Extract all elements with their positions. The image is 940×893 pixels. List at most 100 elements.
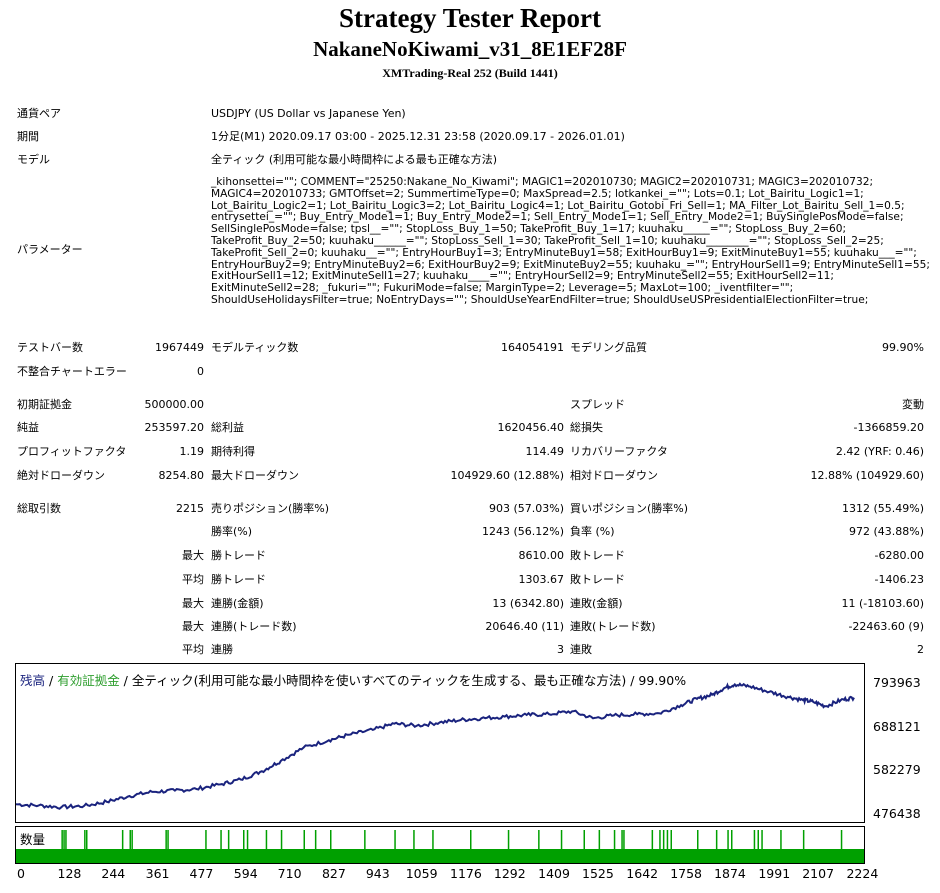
x-tick-label: 1874 [714,866,746,881]
abs-drawdown-label: 絶対ドローダウン [17,469,105,482]
x-tick-label: 594 [233,866,258,881]
recovery-factor-value: 2.42 (YRF: 0.46) [835,445,924,458]
gross-profit-value: 1620456.40 [497,421,564,434]
volume-spike [86,830,88,849]
total-trades-value: 2215 [176,502,204,515]
period-label: 期間 [17,130,39,143]
volume-spike [840,830,843,849]
ticks-label: モデルティック数 [211,341,299,354]
volume-chart [16,830,864,863]
y-tick-label: 793963 [873,674,921,690]
quality-label: モデリング品質 [570,341,647,354]
x-tick-label: 1758 [670,866,702,881]
mismatch-value: 0 [197,365,204,378]
x-tick-label: 2224 [846,866,879,881]
x-tick-label: 477 [189,866,214,881]
volume-spike [61,830,63,849]
y-tick-label: 582279 [873,762,921,778]
x-tick-label: 1991 [758,866,791,881]
max-word-2: 最大 [182,620,204,633]
volume-spike [432,830,434,849]
loss-trades-value: 972 (43.88%) [848,525,924,538]
short-positions-value: 903 (57.03%) [488,502,564,515]
volume-spike [84,830,86,849]
profit-factor-label: プロフィットファクタ [17,445,127,458]
volume-spike [621,830,623,849]
volume-base-bar [16,849,864,863]
x-tick-label: 0 [17,866,25,881]
abs-drawdown-value: 8254.80 [158,469,205,482]
x-tick-label: 710 [277,866,302,881]
loss-trades-label: 負率 (%) [570,525,615,538]
max-consec-losses-count-value: -22463.60 (9) [848,620,924,633]
legend-sep-1: / [45,673,58,688]
max-consec-losses-amount-value: 11 (-18103.60) [841,597,924,610]
volume-spike [670,830,672,849]
max-consec-wins-amount-value: 13 (6342.80) [492,597,564,610]
max-drawdown-label: 最大ドローダウン [211,469,299,482]
largest-word: 最大 [182,549,204,562]
x-tick-label: 1059 [405,866,438,881]
max-consec-wins-amount-label: 連勝(金額) [211,597,264,610]
legend-sep-2: / [119,673,132,688]
y-tick-label: 476438 [873,806,921,821]
profit-factor-value: 1.19 [179,445,205,458]
legend-model-quality: 全ティック(利用可能な最小時間枠を使いすべてのティックを生成する、最も正確な方法… [131,673,687,688]
y-tick-label: 688121 [873,718,921,734]
quality-value: 99.90% [882,341,924,354]
net-profit-label: 純益 [17,421,39,434]
volume-spike [413,830,415,849]
balance-chart [16,682,855,810]
bars-label: テストバー数 [17,341,83,354]
x-tick-label: 244 [101,866,126,881]
volume-spike [757,830,759,849]
volume-spike [753,830,756,849]
volume-spike [727,830,729,849]
report-title: Strategy Tester Report [339,3,601,33]
profit-trades-value: 1243 (56.12%) [481,525,564,538]
period-value: 1分足(M1) 2020.09.17 03:00 - 2025.12.31 23… [211,130,625,143]
profit-trades-label: 勝率(%) [211,525,253,538]
deposit-label: 初期証拠金 [17,398,72,411]
volume-label: 数量 [20,832,46,847]
volume-spike [662,830,665,849]
volume-spike [802,830,805,849]
volume-spike [220,830,222,849]
max-consec-wins-count-label: 連勝(トレード数) [211,620,297,633]
net-profit-value: 253597.20 [144,421,205,434]
volume-spike [129,830,131,849]
model-label: モデル [17,153,50,166]
long-positions-value: 1312 (55.49%) [841,502,924,515]
max-consec-losses-amount-label: 連敗(金額) [570,597,623,610]
volume-spike [243,830,245,849]
spread-value: 変動 [902,398,924,411]
volume-spike [314,830,317,849]
symbol-value: USDJPY (US Dollar vs Japanese Yen) [211,107,406,120]
model-value: 全ティック (利用可能な最小時間枠による最も正確な方法) [211,153,498,166]
x-tick-label: 943 [365,866,390,881]
legend-balance: 残高 [20,673,46,688]
avg-profit-label: 勝トレード [211,573,266,586]
largest-profit-value: 8610.00 [518,549,565,562]
gross-loss-value: -1366859.20 [853,421,924,434]
x-tick-label: 361 [145,866,170,881]
gross-loss-label: 総損失 [570,421,603,434]
largest-loss-label: 敗トレード [570,549,625,562]
x-tick-label: 128 [57,866,82,881]
avg-consec-wins-label: 連勝 [211,643,233,656]
max-drawdown-value: 104929.60 (12.88%) [450,469,564,482]
max-consec-losses-count-label: 連敗(トレード数) [570,620,656,633]
volume-spike [63,830,65,849]
x-tick-label: 827 [321,866,346,881]
volume-spike [651,830,654,849]
parameters-label: パラメーター [17,243,83,256]
rel-drawdown-value: 12.88% (104929.60) [810,469,924,482]
volume-spike [715,830,718,849]
average-word-2: 平均 [182,643,204,656]
legend-equity: 有効証拠金 [57,673,120,688]
volume-spike [246,830,249,849]
volume-spike [280,830,283,849]
volume-frame [15,826,865,864]
volume-spike [659,830,661,849]
expert-name: NakaneNoKiwami_v31_8E1EF28F [313,37,627,61]
